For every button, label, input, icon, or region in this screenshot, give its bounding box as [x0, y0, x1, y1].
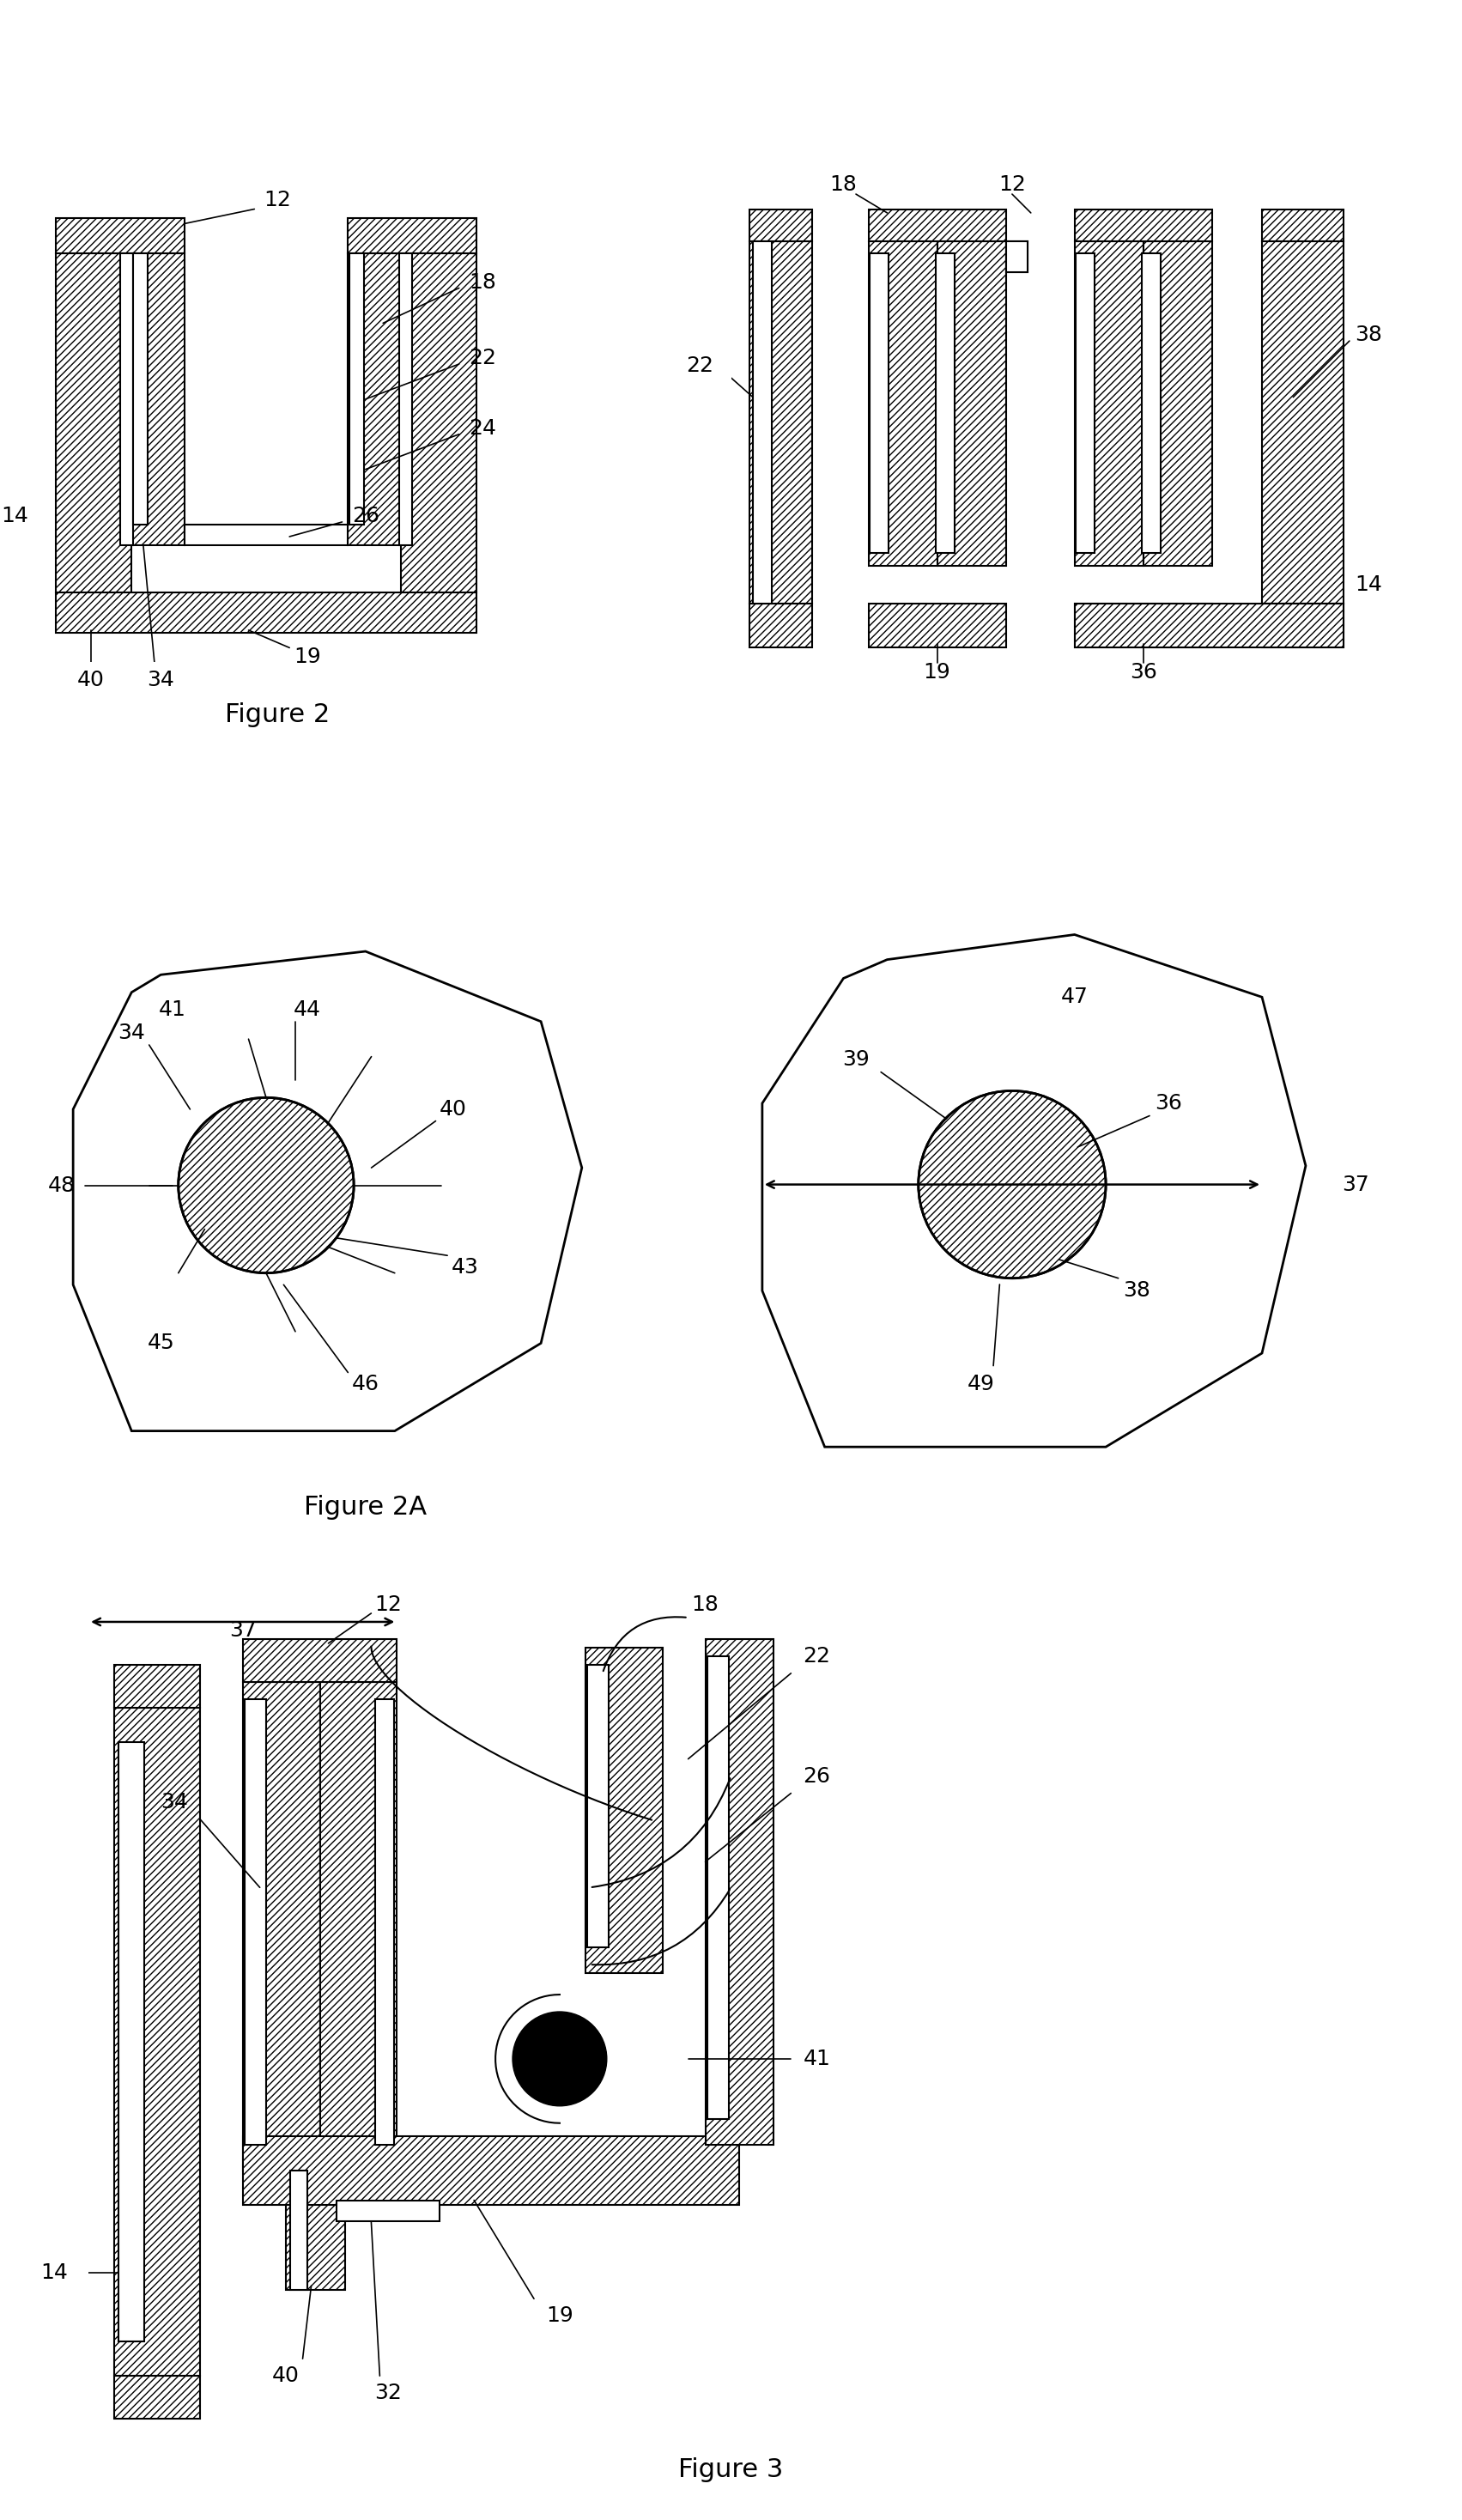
Bar [348, 252, 401, 544]
Text: 18: 18 [692, 1595, 719, 1615]
Bar [243, 1638, 396, 1681]
Bar [132, 252, 184, 544]
Bar [1262, 209, 1344, 242]
Bar [936, 255, 955, 554]
Bar [1006, 242, 1028, 272]
Text: 22: 22 [803, 1646, 830, 1666]
Bar [750, 242, 813, 602]
Circle shape [178, 1099, 354, 1273]
Text: 18: 18 [830, 174, 857, 194]
Bar [750, 209, 813, 242]
Text: 26: 26 [352, 507, 379, 527]
Text: 22: 22 [686, 355, 713, 375]
Text: 19: 19 [545, 2306, 573, 2326]
Bar [336, 2200, 440, 2223]
Bar [1075, 209, 1212, 242]
Text: 40: 40 [77, 670, 104, 690]
Text: Figure 2: Figure 2 [225, 703, 330, 728]
Bar [244, 1698, 266, 2145]
Bar [114, 2376, 200, 2419]
Bar [120, 252, 133, 544]
Bar [1143, 242, 1212, 567]
Text: 37: 37 [230, 1620, 256, 1641]
Bar [868, 209, 1006, 242]
Text: 14: 14 [41, 2263, 67, 2283]
Text: 41: 41 [803, 2049, 830, 2069]
Bar [56, 217, 184, 252]
Text: 48: 48 [48, 1174, 75, 1194]
Bar [868, 242, 937, 567]
Text: Figure 3: Figure 3 [678, 2457, 784, 2482]
Text: 38: 38 [1354, 325, 1382, 345]
Bar [1075, 602, 1212, 648]
Bar [56, 592, 477, 633]
Bar [750, 602, 813, 648]
Bar [133, 252, 148, 524]
Bar [1075, 602, 1344, 648]
Bar [349, 252, 364, 524]
Bar [585, 1648, 662, 1973]
Text: 43: 43 [452, 1257, 478, 1278]
Text: 47: 47 [1061, 988, 1088, 1008]
Bar [399, 252, 412, 544]
Bar [285, 2170, 345, 2291]
Text: 34: 34 [118, 1023, 145, 1043]
Text: Figure 2A: Figure 2A [304, 1494, 427, 1520]
Bar [401, 252, 477, 592]
Bar [184, 524, 348, 544]
Text: 12: 12 [999, 174, 1026, 194]
Bar [348, 217, 477, 252]
Text: 44: 44 [294, 1000, 320, 1021]
Text: 22: 22 [469, 348, 496, 368]
Bar [56, 252, 132, 592]
Text: 37: 37 [1342, 1174, 1370, 1194]
Bar [1262, 602, 1344, 648]
Text: 38: 38 [1123, 1280, 1151, 1300]
Text: 32: 32 [374, 2384, 402, 2404]
Bar [1142, 255, 1161, 554]
Text: 19: 19 [294, 645, 320, 668]
Bar [243, 1681, 320, 2170]
Bar [1075, 242, 1143, 567]
Text: 14: 14 [1, 507, 28, 527]
Text: 12: 12 [265, 189, 291, 212]
Text: 40: 40 [440, 1099, 466, 1119]
Bar [708, 1656, 728, 2119]
Text: 26: 26 [803, 1767, 830, 1787]
Bar [753, 242, 772, 602]
Text: 49: 49 [968, 1373, 994, 1394]
Text: 39: 39 [842, 1048, 870, 1071]
Bar [320, 1681, 396, 2170]
Text: 34: 34 [161, 1792, 187, 1812]
Bar [1076, 255, 1095, 554]
Text: 45: 45 [148, 1333, 174, 1353]
Bar [376, 1698, 395, 2145]
Text: 19: 19 [924, 663, 950, 683]
Bar [705, 1638, 773, 2145]
Circle shape [513, 2011, 607, 2107]
Text: 12: 12 [374, 1595, 402, 1615]
Text: 18: 18 [469, 272, 496, 292]
Bar [118, 1741, 145, 2341]
Text: 14: 14 [1354, 575, 1382, 595]
Bar [243, 2137, 740, 2205]
Bar [868, 602, 1006, 648]
Text: 36: 36 [1130, 663, 1156, 683]
Bar [588, 1666, 608, 1948]
Text: 46: 46 [352, 1373, 379, 1394]
Bar [114, 1666, 200, 1709]
Bar [870, 255, 889, 554]
Bar [1262, 242, 1344, 602]
Bar [937, 242, 1006, 567]
Bar [1006, 242, 1028, 272]
Text: 41: 41 [159, 1000, 186, 1021]
Circle shape [918, 1091, 1105, 1278]
Text: 24: 24 [469, 418, 496, 438]
Text: 40: 40 [272, 2366, 300, 2386]
Bar [114, 1709, 200, 2376]
Text: 36: 36 [1155, 1094, 1181, 1114]
Bar [289, 2170, 307, 2291]
Text: 34: 34 [148, 670, 174, 690]
